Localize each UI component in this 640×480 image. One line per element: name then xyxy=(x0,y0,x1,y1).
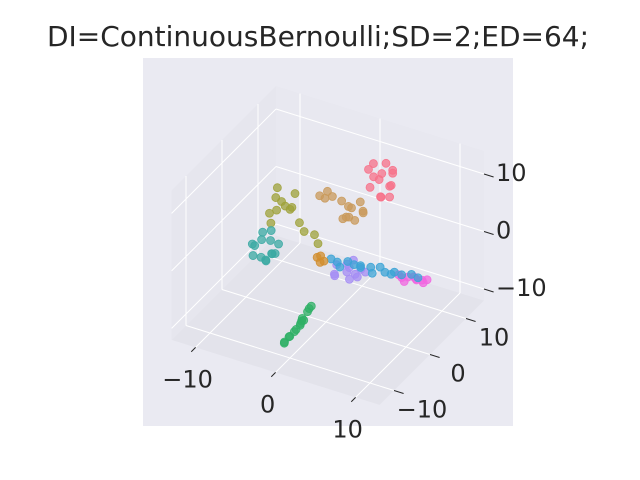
point xyxy=(337,196,347,206)
point xyxy=(299,227,309,236)
point xyxy=(274,239,283,249)
tick-mark xyxy=(429,354,440,358)
tick-label: −10 xyxy=(397,396,448,424)
grid-line xyxy=(257,253,467,319)
point xyxy=(299,315,309,325)
point xyxy=(355,197,365,207)
point xyxy=(257,235,267,245)
tick-mark xyxy=(270,372,276,378)
tick-label: 0 xyxy=(260,390,275,418)
point xyxy=(330,271,340,281)
point xyxy=(266,236,275,245)
point xyxy=(272,183,282,193)
chart-title: DI=ContinuousBernoulli;SD=2;ED=64; xyxy=(47,20,589,53)
grid-line xyxy=(171,166,277,272)
grid-line xyxy=(171,108,277,214)
point xyxy=(335,262,345,272)
point xyxy=(319,256,329,266)
tick-mark xyxy=(483,173,494,178)
tick-mark xyxy=(483,288,494,293)
point xyxy=(397,270,407,280)
point xyxy=(344,202,353,211)
point xyxy=(310,230,319,240)
left-pane xyxy=(171,86,276,340)
point xyxy=(290,189,300,198)
point xyxy=(250,241,260,250)
tick-label: −10 xyxy=(162,365,213,393)
grid-line xyxy=(185,325,395,391)
tick-mark xyxy=(465,318,476,322)
point xyxy=(320,193,330,203)
point xyxy=(365,182,375,192)
point xyxy=(265,208,274,218)
tick-mark xyxy=(483,231,494,235)
point xyxy=(295,218,304,228)
tick-label: −10 xyxy=(496,274,547,302)
point xyxy=(267,249,277,259)
point xyxy=(266,226,276,235)
grid-line xyxy=(275,108,485,175)
tick-label: 0 xyxy=(450,360,465,388)
point xyxy=(358,208,368,218)
point xyxy=(368,159,378,168)
point xyxy=(367,268,377,278)
point xyxy=(356,261,365,271)
point xyxy=(386,269,396,279)
point xyxy=(266,218,276,228)
tick-mark xyxy=(393,390,404,394)
grid-line xyxy=(275,267,381,373)
point xyxy=(418,278,428,288)
point xyxy=(284,332,294,342)
point xyxy=(338,214,348,224)
point xyxy=(352,272,362,282)
tick-label: 10 xyxy=(496,159,527,187)
point xyxy=(388,165,398,175)
point xyxy=(279,338,289,348)
point xyxy=(313,239,323,249)
point xyxy=(376,192,386,202)
point xyxy=(381,158,391,168)
point xyxy=(386,180,396,190)
tick-label: 10 xyxy=(479,324,510,352)
tick-mark xyxy=(190,347,196,353)
point xyxy=(377,169,387,178)
point xyxy=(385,192,395,202)
tick-label: 0 xyxy=(496,217,511,245)
grid-line xyxy=(195,242,301,348)
tick-label: 10 xyxy=(332,415,363,443)
tick-mark xyxy=(350,397,356,403)
point xyxy=(364,164,373,174)
point xyxy=(285,204,295,214)
point xyxy=(256,252,266,262)
point xyxy=(258,227,268,237)
grid-line xyxy=(221,289,431,355)
points xyxy=(247,158,432,348)
point xyxy=(413,273,423,283)
point xyxy=(306,301,316,311)
grid-line xyxy=(355,292,461,398)
point xyxy=(248,251,258,260)
point xyxy=(369,172,379,182)
